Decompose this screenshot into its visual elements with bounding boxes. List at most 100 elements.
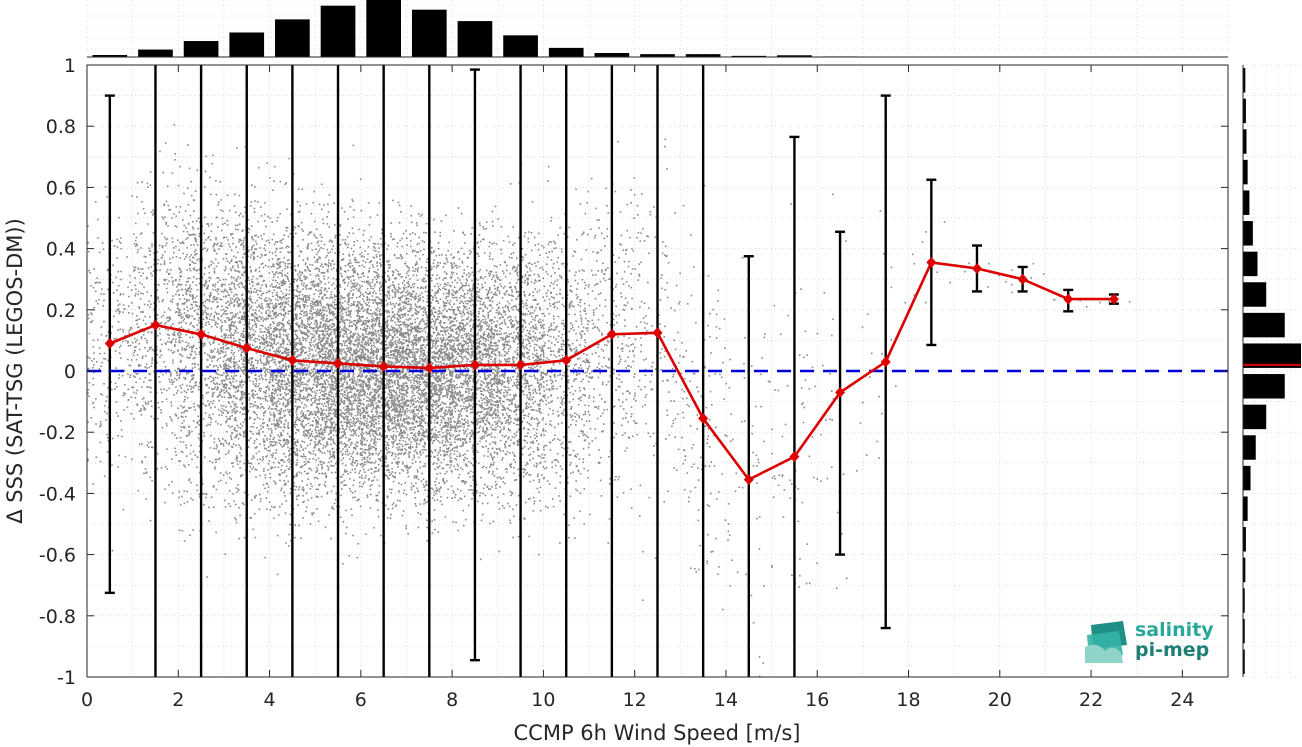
scatter-point (208, 404, 211, 407)
scatter-point (205, 281, 208, 283)
scatter-point (94, 282, 96, 284)
scatter-point (121, 374, 124, 377)
scatter-point (105, 400, 107, 402)
scatter-point (208, 414, 211, 416)
scatter-point (268, 330, 271, 333)
scatter-point (235, 374, 238, 377)
scatter-point (323, 364, 326, 366)
scatter-point (130, 289, 133, 291)
scatter-point (194, 454, 196, 456)
scatter-point (168, 484, 170, 486)
scatter-point (187, 314, 189, 316)
scatter-point (194, 301, 197, 303)
scatter-point (345, 532, 347, 535)
scatter-point (307, 410, 310, 412)
scatter-point (283, 315, 286, 318)
scatter-point (225, 406, 227, 408)
scatter-point (210, 434, 212, 437)
scatter-point (198, 351, 200, 353)
scatter-point (192, 344, 195, 347)
scatter-point (181, 495, 183, 498)
scatter-point (251, 468, 253, 470)
scatter-point (301, 480, 304, 482)
scatter-point (266, 439, 268, 441)
scatter-point (289, 523, 291, 526)
scatter-point (288, 364, 291, 367)
scatter-point (237, 385, 240, 387)
scatter-point (227, 319, 230, 321)
scatter-point (149, 379, 152, 381)
scatter-point (276, 216, 279, 219)
scatter-point (247, 304, 250, 307)
scatter-point (191, 233, 194, 236)
scatter-point (175, 392, 178, 394)
scatter-point (173, 331, 176, 333)
scatter-point (118, 240, 121, 243)
scatter-point (300, 313, 303, 316)
scatter-point (104, 186, 107, 188)
scatter-point (165, 271, 168, 273)
scatter-point (259, 443, 261, 445)
scatter-point (311, 355, 313, 358)
scatter-point (302, 501, 304, 504)
scatter-point (265, 285, 267, 287)
scatter-point (302, 420, 304, 422)
scatter-point (301, 320, 303, 322)
scatter-point (157, 406, 160, 409)
scatter-point (224, 367, 227, 369)
scatter-point (100, 333, 103, 336)
scatter-point (285, 373, 288, 376)
scatter-point (213, 341, 215, 343)
scatter-point (111, 325, 114, 328)
scatter-point (220, 242, 223, 245)
scatter-point (171, 432, 174, 434)
scatter-point (214, 386, 217, 388)
scatter-point (206, 366, 208, 368)
scatter-point (285, 293, 288, 295)
scatter-point (272, 411, 275, 414)
scatter-point (293, 482, 295, 484)
scatter-point (94, 290, 97, 293)
scatter-point (280, 239, 283, 242)
scatter-point (214, 376, 217, 379)
scatter-point (242, 246, 245, 248)
scatter-point (313, 397, 316, 399)
scatter-point (187, 289, 190, 292)
scatter-point (282, 429, 285, 432)
scatter-point (230, 318, 233, 321)
scatter-point (196, 456, 199, 458)
scatter-point (265, 328, 267, 330)
scatter-point (259, 397, 262, 399)
scatter-point (234, 224, 237, 227)
scatter-point (178, 460, 180, 462)
scatter-point (195, 269, 198, 272)
scatter-point (214, 324, 217, 326)
scatter-point (238, 304, 241, 307)
scatter-point (261, 459, 264, 462)
scatter-point (260, 290, 262, 292)
scatter-point (294, 308, 296, 311)
scatter-point (204, 456, 206, 458)
scatter-point (280, 444, 282, 446)
scatter-point (142, 405, 144, 407)
scatter-point (305, 405, 308, 408)
scatter-point (279, 393, 282, 395)
scatter-point (161, 401, 163, 403)
scatter-point (195, 284, 198, 286)
scatter-point (302, 488, 305, 490)
scatter-point (181, 242, 183, 244)
scatter-point (157, 418, 159, 420)
scatter-point (270, 342, 273, 344)
scatter-point (225, 365, 227, 368)
scatter-point (244, 393, 246, 395)
scatter-point (242, 408, 244, 411)
scatter-point (296, 287, 299, 289)
scatter-point (302, 453, 305, 456)
scatter-point (301, 425, 304, 428)
scatter-point (303, 368, 306, 370)
scatter-point (306, 380, 309, 383)
scatter-point (169, 262, 172, 264)
scatter-point (224, 288, 226, 291)
scatter-point (306, 305, 309, 307)
scatter-point (285, 294, 288, 297)
